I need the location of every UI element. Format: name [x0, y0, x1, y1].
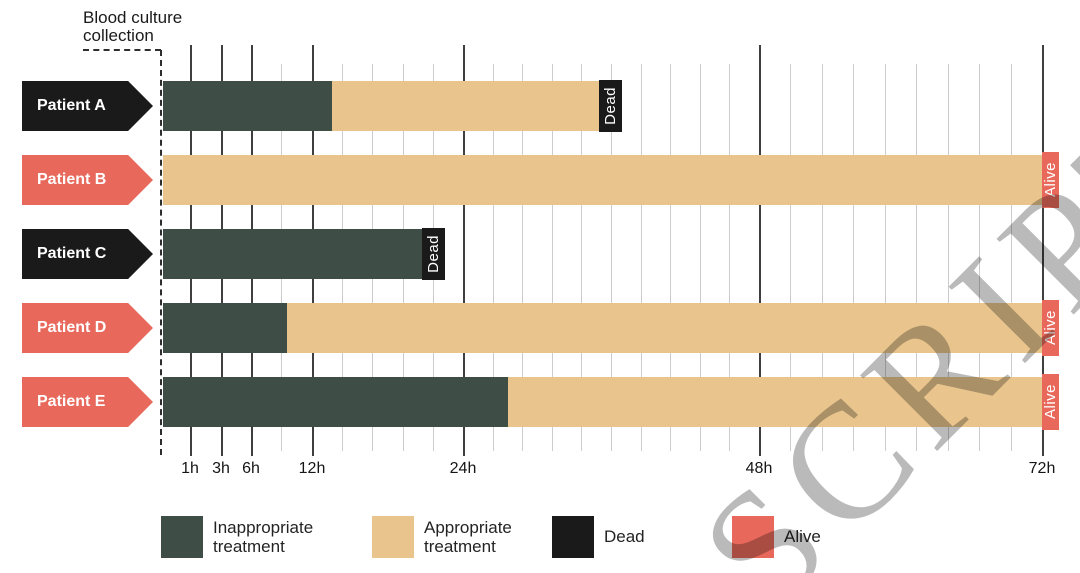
gridline-minor [641, 64, 642, 451]
blood-culture-collection-line1: Blood culture [83, 8, 183, 27]
patient-badge-label: Patient B [37, 171, 107, 188]
gridline-minor [581, 64, 582, 451]
patient-badge-label: Patient D [37, 319, 107, 336]
outcome-label: Alive [1042, 384, 1059, 420]
gridline-minor [729, 64, 730, 451]
gridline-major [463, 45, 465, 456]
gridline-minor [853, 64, 854, 451]
axis-tick-label: 3h [212, 460, 230, 477]
blood-culture-collection-line2: collection [83, 26, 154, 45]
collection-dashed-line-horizontal [83, 49, 161, 51]
bar-segment-inappropriate [163, 81, 332, 131]
legend-swatch-inappropriate [161, 515, 203, 558]
legend-item-alive: Alive [732, 515, 821, 558]
axis-tick-label: 6h [242, 460, 260, 477]
legend-label-inappropriate: Inappropriate treatment [213, 517, 314, 556]
gridline-minor [552, 64, 553, 451]
outcome-box-alive: Alive [1042, 152, 1059, 208]
gridline-minor [670, 64, 671, 451]
gridline-minor [948, 64, 949, 451]
bar-segment-inappropriate [163, 303, 287, 353]
collection-dashed-line-vertical [160, 50, 162, 455]
blood-culture-collection-label: Blood culture collection [83, 9, 182, 45]
bar-segment-inappropriate [163, 377, 508, 427]
patient-badge: Patient C [22, 229, 153, 279]
patient-badge: Patient B [22, 155, 153, 205]
outcome-label: Dead [425, 235, 442, 273]
patient-badge: Patient E [22, 377, 153, 427]
axis-tick-label: 24h [449, 460, 477, 477]
legend-label-dead: Dead [604, 527, 645, 546]
outcome-label: Dead [602, 87, 619, 125]
gridline-minor [885, 64, 886, 451]
gridline-minor [522, 64, 523, 451]
axis-tick-label: 12h [298, 460, 326, 477]
outcome-box-dead: Dead [599, 80, 622, 132]
patient-badge: Patient D [22, 303, 153, 353]
gridline-minor [611, 64, 612, 451]
gridline-minor [979, 64, 980, 451]
gridline-minor [493, 64, 494, 451]
gridline-major [1042, 45, 1044, 456]
bar-segment-appropriate [163, 155, 1042, 205]
axis-tick-label: 1h [181, 460, 199, 477]
gridline-minor [700, 64, 701, 451]
gridline-minor [1011, 64, 1012, 451]
bar-segment-appropriate [508, 377, 1042, 427]
legend-item-dead: Dead [552, 515, 645, 558]
gridline-minor [790, 64, 791, 451]
legend-item-inappropriate: Inappropriate treatment [161, 515, 313, 558]
outcome-box-alive: Alive [1042, 300, 1059, 356]
legend-label-appropriate: Appropriate treatment [424, 517, 512, 556]
legend-swatch-alive [732, 515, 774, 558]
bar-segment-appropriate [287, 303, 1042, 353]
axis-tick-label: 72h [1028, 460, 1056, 477]
patient-badge-label: Patient E [37, 393, 106, 410]
outcome-box-alive: Alive [1042, 374, 1059, 430]
legend-item-appropriate: Appropriate treatment [372, 515, 512, 558]
legend-label-alive: Alive [784, 527, 821, 546]
outcome-label: Alive [1042, 162, 1059, 198]
patient-badge-label: Patient C [37, 245, 107, 262]
gridline-minor [822, 64, 823, 451]
bar-segment-inappropriate [163, 229, 422, 279]
patient-badge: Patient A [22, 81, 153, 131]
outcome-box-dead: Dead [422, 228, 445, 280]
axis-tick-label: 48h [745, 460, 773, 477]
gridline-major [759, 45, 761, 456]
legend-swatch-dead [552, 515, 594, 558]
gridline-minor [916, 64, 917, 451]
outcome-label: Alive [1042, 310, 1059, 346]
bar-segment-appropriate [332, 81, 599, 131]
patient-badge-label: Patient A [37, 97, 106, 114]
legend-swatch-appropriate [372, 515, 414, 558]
